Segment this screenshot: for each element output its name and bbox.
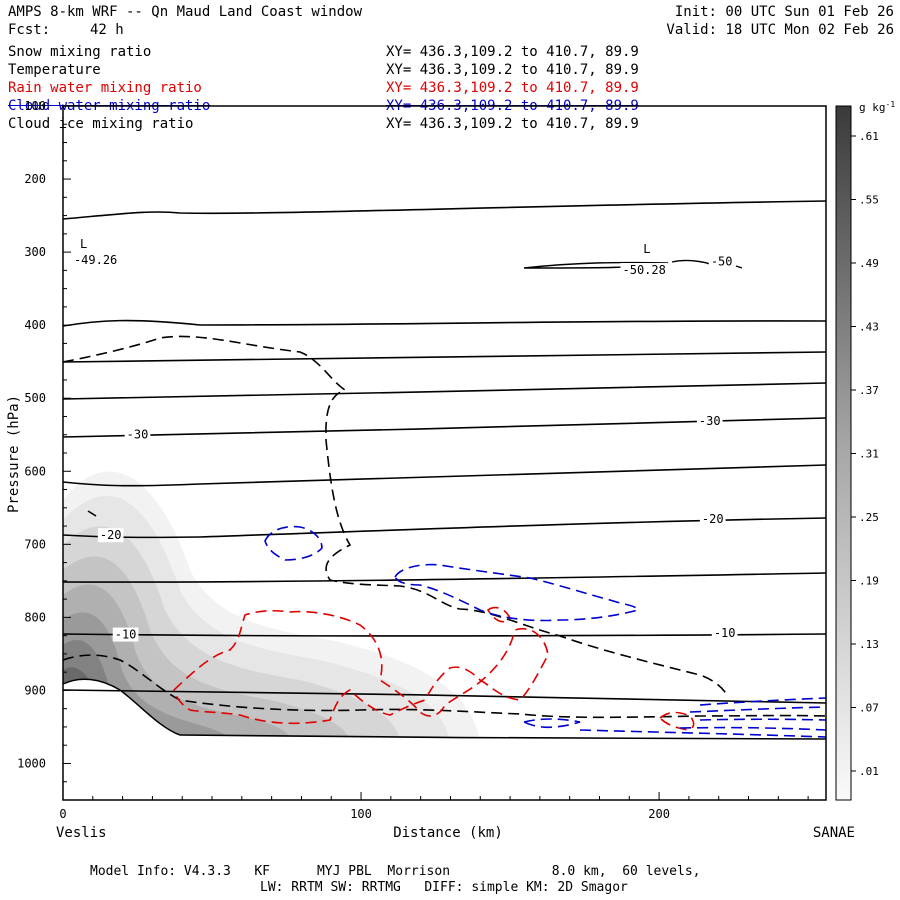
low-extremum-symbol: L [643,242,650,256]
isotherm-label: -50 [711,254,733,268]
y-tick-label: 200 [24,172,46,186]
contour-labels: -30 -30 -20 -20 -10 -10 -50 -50.28 L -49.26 L [74,237,738,642]
legend-xy-cloud-ice: XY= 436.3,109.2 to 410.7, 89.9 [386,116,639,132]
rain-water-contour [658,711,695,731]
cloud-ice-contour [87,510,97,517]
legend-xy-rain: XY= 436.3,109.2 to 410.7, 89.9 [386,80,639,96]
low-extremum-value: -49.26 [74,253,117,267]
isotherm [63,689,826,704]
y-tick-label: 300 [24,245,46,259]
cloud-water-contour [679,726,826,731]
y-tick-label: 900 [24,683,46,697]
colorbar-ticks: .01 .07 .13 .19 .25 .31 .37 .43 .49 .55 .61 [851,130,879,778]
isotherm-label-bg [699,512,726,527]
colorbar-tick-label: .61 [859,130,879,143]
legend-name-snow: Snow mixing ratio [8,44,152,60]
isotherm-label-bg [97,528,124,543]
isotherm-label: -10 [115,628,137,642]
isotherm-label-bg [708,254,735,269]
isotherm-label-bg [124,427,151,442]
low-extremum-symbol: L [80,237,87,251]
colorbar-tick-label: .55 [859,194,879,207]
colorbar-tick-label: .07 [859,702,879,715]
colorbar [835,105,852,801]
colorbar-tick-label: .37 [859,384,879,397]
valid-time: Valid: 18 UTC Mon 02 Feb 26 [666,22,894,38]
y-axis: 100 200 300 400 500 600 700 800 900 1000 [17,99,71,783]
cloud-water-contour [394,563,640,622]
isotherm-label-bg [696,414,723,429]
plot-title: AMPS 8-km WRF -- Qn Maud Land Coast wind… [8,4,363,20]
x-axis-title: Distance (km) [393,825,503,841]
isotherm-label: -30 [699,414,721,428]
cloud-water-contour [579,729,826,738]
cloud-water-contour [699,697,826,706]
isotherm-label: -50.28 [623,263,666,277]
x-axis: 0 100 200 [59,792,809,821]
forecast-hours: 42 h [90,22,124,38]
isotherm-closed-contour [523,261,669,269]
y-tick-label: 500 [24,391,46,405]
colorbar-tick-label: .13 [859,638,879,651]
init-time: Init: 00 UTC Sun 01 Feb 26 [674,4,894,20]
cloud-water-contours [264,525,826,738]
isotherm [179,734,826,740]
isotherm [63,417,826,438]
colorbar-unit: g kg-1 [859,100,895,114]
y-tick-label: 600 [24,464,46,478]
colorbar-tick-label: .01 [859,765,879,778]
cloud-ice-contour [63,335,729,698]
legend-name-cloud-ice: Cloud ice mixing ratio [8,116,194,132]
isotherm-label-bg [112,627,139,642]
isotherm [63,572,826,583]
legend-xy-snow: XY= 436.3,109.2 to 410.7, 89.9 [386,44,639,60]
cloud-water-contour [699,718,826,721]
cloud-water-contour [689,706,826,713]
isotherm-label: -30 [127,427,149,441]
x-tick-label: 0 [59,807,66,821]
colorbar-tick-label: .25 [859,511,879,524]
x-endpoint-right: SANAE [813,825,855,841]
isotherm [63,319,826,327]
isotherm-label: -20 [702,512,724,526]
isotherm [63,200,826,220]
model-info: Model Info: V4.3.3 KF MYJ PBL Morrison 8… [90,864,701,879]
isotherm [63,382,826,400]
cloud-water-contour [264,525,323,561]
y-tick-label: 800 [24,610,46,624]
y-tick-label: 700 [24,537,46,551]
y-tick-label: 400 [24,318,46,332]
y-tick-label: 1000 [17,756,46,770]
colorbar-tick-label: .31 [859,448,879,461]
colorbar-tick-label: .49 [859,257,879,270]
x-tick-label: 200 [648,807,670,821]
colorbar-tick-label: .43 [859,321,879,334]
legend-xy-temperature: XY= 436.3,109.2 to 410.7, 89.9 [386,62,639,78]
x-tick-label: 100 [350,807,372,821]
isotherm-label: -20 [100,528,122,542]
isotherm [63,351,826,363]
y-axis-title: Pressure (hPa) [6,395,22,513]
forecast-label: Fcst: [8,22,51,38]
isotherm-label: -10 [714,626,736,640]
isotherm-label-bg [711,626,738,641]
isotherm-label-bg [620,263,668,278]
legend-name-rain: Rain water mixing ratio [8,80,202,96]
isotherm [63,464,826,487]
x-endpoint-left: Veslis [56,825,107,841]
terrain-mask [63,679,826,800]
rain-water-contour [173,609,549,725]
legend-name-temperature: Temperature [8,62,101,78]
y-tick-label: 100 [24,99,46,113]
cloud-water-contour [521,718,581,729]
model-info-physics: LW: RRTM SW: RRTMG DIFF: simple KM: 2D S… [260,880,628,895]
colorbar-tick-label: .19 [859,575,879,588]
